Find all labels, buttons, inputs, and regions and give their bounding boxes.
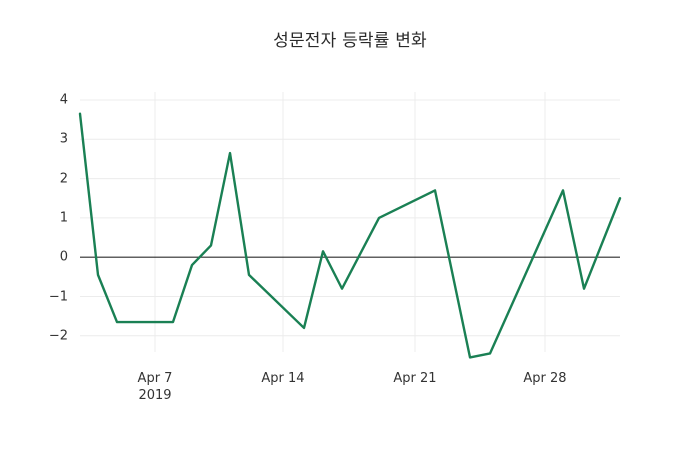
y-axis-tick-label: 2 [59, 171, 68, 187]
chart-title: 성문전자 등락률 변화 [273, 31, 427, 51]
x-axis-tick-main: Apr 7 [137, 371, 173, 386]
x-axis-tick-label: Apr 14 [223, 370, 343, 387]
x-axis-tick-label: Apr 28 [485, 370, 605, 387]
x-axis-tick-label: Apr 21 [355, 370, 475, 387]
x-gridlines [154, 92, 546, 352]
y-axis-tick-label: 0 [59, 249, 68, 265]
y-axis-tick-label: 3 [59, 131, 68, 147]
y-gridlines [80, 99, 620, 337]
y-axis-tick-label: −2 [48, 328, 68, 344]
x-axis-tick-main: Apr 21 [393, 371, 437, 386]
y-axis-tick-label: 4 [59, 92, 68, 108]
x-axis-tick-main: Apr 14 [261, 371, 305, 386]
x-axis-tick-main: Apr 28 [523, 371, 567, 386]
x-axis-tick-year: 2019 [138, 388, 172, 403]
y-axis-tick-label: −1 [48, 289, 68, 304]
data-series-line [78, 112, 622, 359]
x-axis-tick-label: Apr 7 2019 [95, 370, 215, 404]
y-axis-tick-label: 1 [59, 210, 68, 226]
